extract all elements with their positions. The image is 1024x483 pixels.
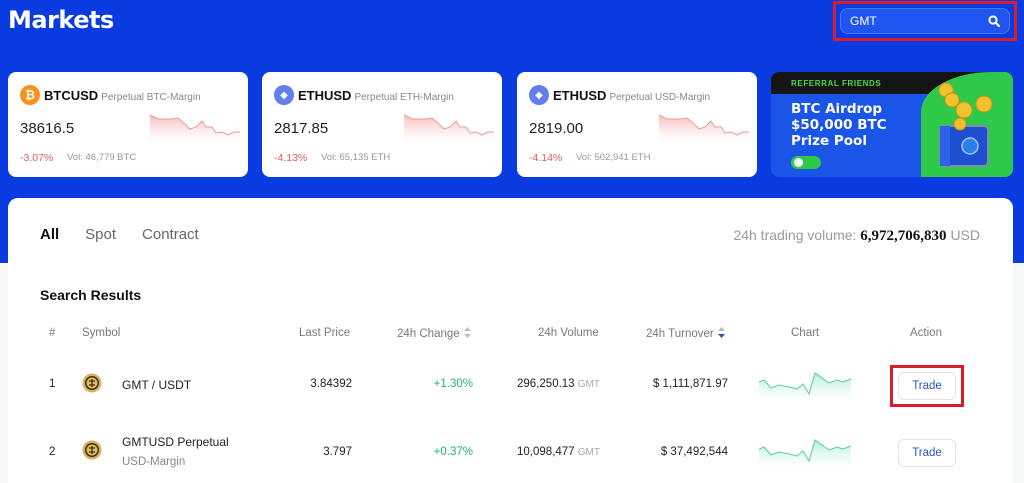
eth-coin-icon: ◆ xyxy=(529,85,549,105)
row-index: 2 xyxy=(49,446,56,458)
row-last-price: 3.84392 xyxy=(310,378,352,390)
ticker-price: 38616.5 xyxy=(20,120,75,137)
ticker-volume: Vol: 502,941 ETH xyxy=(576,152,651,163)
page-title: Markets xyxy=(8,6,114,34)
row-24h-turnover: $ 37,492,544 xyxy=(660,446,728,458)
trade-button[interactable]: Trade xyxy=(898,372,956,400)
table-row[interactable]: 2 GMTUSD Perpetual USD-Margin 3.797 +0.3… xyxy=(8,428,1013,478)
row-24h-turnover: $ 1,111,871.97 xyxy=(652,378,728,390)
col-last-price: Last Price xyxy=(299,327,351,339)
ticker-card-btcusd[interactable]: ₿ BTCUSD Perpetual BTC-Margin 38616.5 -3.… xyxy=(8,72,248,177)
sort-desc-icon[interactable] xyxy=(717,327,725,338)
table-header: # Symbol Last Price 24h Change 24h Volum… xyxy=(8,327,1013,343)
col-chart: Chart xyxy=(791,327,820,339)
table-row[interactable]: 1 GMT / USDT 3.84392 +1.30% 296,250.13 G… xyxy=(8,361,1013,411)
row-index: 1 xyxy=(49,378,56,390)
ticker-symbol: BTCUSD Perpetual BTC-Margin xyxy=(44,88,201,103)
trade-button-highlight xyxy=(890,365,964,407)
col-24h-change[interactable]: 24h Change xyxy=(397,327,471,340)
markets-panel: All Spot Contract 24h trading volume: 6,… xyxy=(8,198,1013,483)
tab-all[interactable]: All xyxy=(40,226,60,243)
eth-coin-icon: ◆ xyxy=(274,85,294,105)
row-24h-change: +0.37% xyxy=(433,446,473,458)
gmt-coin-icon xyxy=(82,440,102,460)
row-24h-volume: 10,098,477 GMT xyxy=(517,446,600,458)
row-24h-change: +1.30% xyxy=(433,378,473,390)
search-results-title: Search Results xyxy=(40,287,142,303)
tab-spot[interactable]: Spot xyxy=(85,226,117,243)
search-input[interactable] xyxy=(850,9,980,33)
row-symbol[interactable]: GMT / USDT xyxy=(122,378,192,392)
col-action: Action xyxy=(910,327,942,339)
row-last-price: 3.797 xyxy=(323,446,352,458)
ticker-symbol: ETHUSD Perpetual ETH-Margin xyxy=(298,88,454,103)
market-tabs: All Spot Contract xyxy=(40,226,225,243)
mini-price-chart xyxy=(759,372,851,399)
btc-coin-icon: ₿ xyxy=(20,85,40,105)
ticker-change: -4.14% xyxy=(529,152,563,164)
col-24h-turnover[interactable]: 24h Turnover xyxy=(646,327,725,340)
ticker-volume: Vol: 65,135 ETH xyxy=(321,152,391,163)
ticker-price: 2819.00 xyxy=(529,120,584,137)
col-24h-volume: 24h Volume xyxy=(538,327,599,339)
promo-tag: REFERRAL FRIENDS xyxy=(791,79,882,88)
col-index: # xyxy=(49,327,56,339)
wallet-coins-illustration xyxy=(938,82,993,167)
mini-price-chart xyxy=(759,439,851,466)
row-symbol[interactable]: GMTUSD Perpetual xyxy=(122,435,229,449)
sort-icon[interactable] xyxy=(463,327,471,338)
trading-volume-summary: 24h trading volume: 6,972,706,830 USD xyxy=(733,227,980,245)
gmt-coin-icon xyxy=(82,373,102,393)
trade-button[interactable]: Trade xyxy=(898,439,956,467)
sparkline-chart xyxy=(150,114,240,141)
play-icon xyxy=(794,158,803,167)
ticker-change: -4.13% xyxy=(274,152,308,164)
row-24h-volume: 296,250.13 GMT xyxy=(517,378,600,390)
volume-value: 6,972,706,830 xyxy=(860,228,947,244)
search-highlight xyxy=(833,1,1017,41)
ticker-card-ethusd-usd-margin[interactable]: ◆ ETHUSD Perpetual USD-Margin 2819.00 -4.… xyxy=(517,72,757,177)
ticker-change: -3.07% xyxy=(20,152,54,164)
referral-promo-banner[interactable]: REFERRAL FRIENDS BTC Airdrop $50,000 BTC… xyxy=(771,72,1013,177)
volume-unit: USD xyxy=(950,227,980,243)
ticker-symbol: ETHUSD Perpetual USD-Margin xyxy=(553,88,711,103)
sparkline-chart xyxy=(404,114,494,141)
row-subtitle: USD-Margin xyxy=(122,456,186,468)
sparkline-chart xyxy=(659,114,749,141)
ticker-price: 2817.85 xyxy=(274,120,329,137)
search-box[interactable] xyxy=(840,8,1010,34)
search-icon[interactable] xyxy=(988,15,1000,27)
promo-title: BTC Airdrop $50,000 BTC Prize Pool xyxy=(791,101,887,149)
ticker-card-ethusd[interactable]: ◆ ETHUSD Perpetual ETH-Margin 2817.85 -4.… xyxy=(262,72,502,177)
tab-contract[interactable]: Contract xyxy=(142,226,199,243)
volume-label: 24h trading volume: xyxy=(733,227,857,243)
play-button[interactable] xyxy=(791,156,821,169)
col-symbol: Symbol xyxy=(82,327,121,339)
ticker-volume: Vol: 46,779 BTC xyxy=(67,152,137,163)
